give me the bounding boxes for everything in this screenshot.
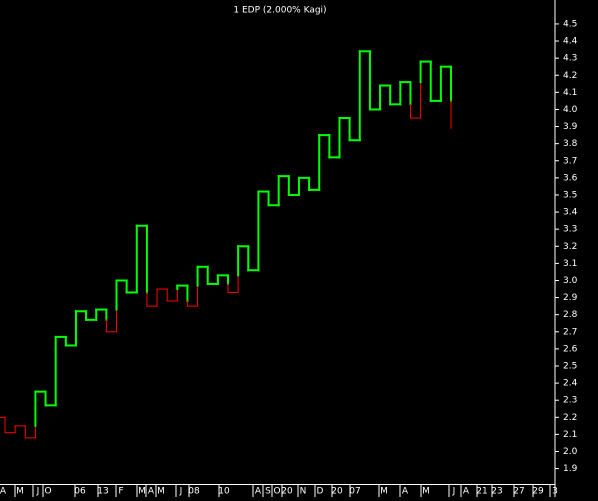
y-tick-label: 3.6 [563,173,578,183]
chart-title: 1 EDP (2.000% Kagi) [233,6,326,16]
x-tick-label: 10 [218,487,230,497]
y-tick-label: 3.9 [563,122,578,132]
x-tick-label: M [138,487,146,497]
x-tick-label: O [44,487,51,497]
y-tick-label: 4.3 [563,54,577,64]
x-tick-label: A [0,487,7,497]
y-tick-label: 2.2 [563,413,577,423]
y-tick-label: 2.7 [563,327,577,337]
x-tick-label: 29 [532,487,544,497]
y-tick-label: 3.2 [563,242,577,252]
y-tick-label: 2.1 [563,430,577,440]
x-tick-label: M [380,487,388,497]
y-tick-label: 3.7 [563,156,577,166]
y-tick-label: 1.9 [563,464,578,474]
x-tick-label: 21 [476,487,487,497]
x-tick-label: J [179,487,183,497]
x-tick-label: N [300,487,307,497]
x-tick-label: A [148,487,155,497]
y-tick-label: 2.9 [563,293,578,303]
x-tick-label: 20 [331,487,343,497]
x-tick-label: A [402,487,409,497]
y-tick-label: 3.1 [563,259,577,269]
x-tick-label: 06 [74,487,86,497]
y-tick-label: 3.3 [563,225,577,235]
x-tick-label: J [452,487,456,497]
y-tick-label: 4.4 [563,37,578,47]
x-tick-label: F [118,487,123,497]
y-tick-label: 2.5 [563,361,577,371]
y-tick-label: 2.3 [563,396,577,406]
y-tick-label: 3.4 [563,208,578,218]
x-tick-label: M [16,487,24,497]
y-tick-label: 3.8 [563,139,578,149]
x-tick-label: S [265,487,271,497]
x-tick-label: 07 [349,487,360,497]
x-tick-label: 27 [513,487,524,497]
y-tick-label: 2.6 [563,344,578,354]
y-tick-label: 4.1 [563,88,577,98]
x-tick-label: A [463,487,470,497]
y-tick-label: 2.4 [563,379,578,389]
x-tick-label: M [157,487,165,497]
y-tick-label: 4.2 [563,71,577,81]
x-tick-label: D [317,487,324,497]
y-tick-label: 4.5 [563,19,577,29]
y-tick-label: 2.0 [563,447,578,457]
x-tick-label: J [36,487,40,497]
x-tick-label: O [273,487,280,497]
x-tick-label: 13 [97,487,108,497]
y-tick-label: 3.5 [563,190,577,200]
x-tick-label: A [255,487,262,497]
x-tick-label: 08 [188,487,200,497]
y-tick-label: 4.0 [563,105,578,115]
y-tick-label: 3.0 [563,276,578,286]
x-tick-label: M [422,487,430,497]
y-tick-label: 2.8 [563,310,578,320]
x-tick-label: 23 [491,487,502,497]
x-tick-label: 20 [281,487,293,497]
x-tick-label: 3 [552,487,558,497]
